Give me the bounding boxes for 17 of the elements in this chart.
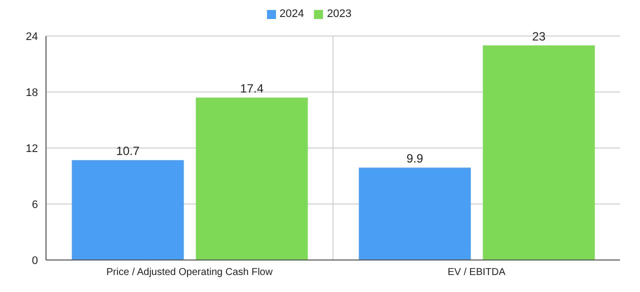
data-label: 23 bbox=[532, 29, 546, 44]
legend-label: 2024 bbox=[280, 8, 304, 20]
data-label: 10.7 bbox=[116, 144, 140, 158]
y-tick-label: 18 bbox=[26, 86, 38, 99]
legend-label: 2023 bbox=[327, 8, 352, 20]
bar bbox=[358, 168, 471, 260]
bar bbox=[196, 98, 308, 260]
x-tick-label: Price / Adjusted Operating Cash Flow bbox=[106, 267, 274, 278]
data-label: 17.4 bbox=[240, 82, 264, 96]
y-tick-label: 24 bbox=[26, 30, 38, 43]
y-tick-label: 0 bbox=[32, 254, 38, 267]
x-tick-label: EV / EBITDA bbox=[448, 267, 506, 278]
y-tick-label: 6 bbox=[32, 198, 38, 211]
bar bbox=[482, 45, 595, 260]
data-label: 9.9 bbox=[406, 152, 424, 166]
y-tick-label: 12 bbox=[26, 142, 38, 155]
bar bbox=[72, 160, 184, 260]
